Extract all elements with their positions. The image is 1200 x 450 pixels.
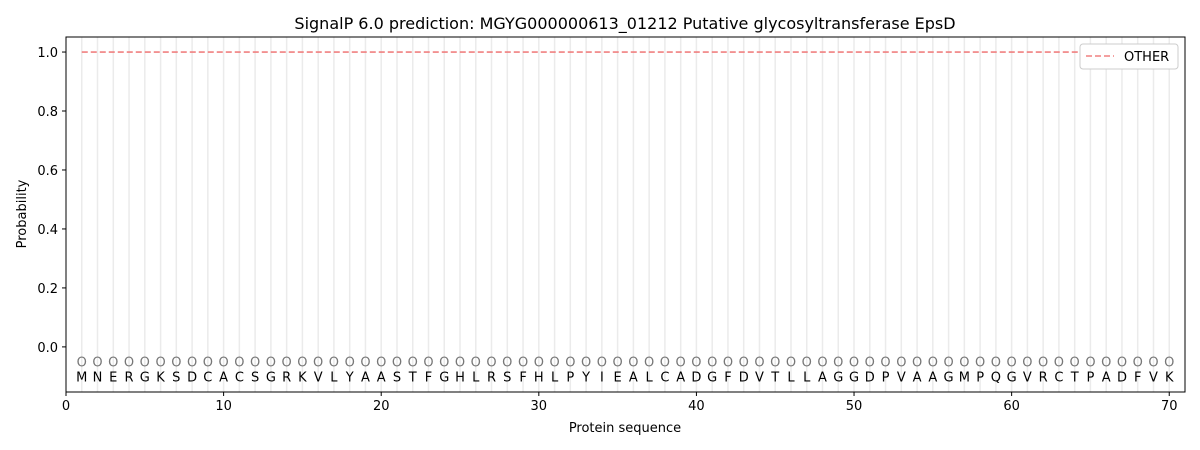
region-label: O: [1070, 356, 1080, 371]
region-label: O: [408, 356, 418, 371]
region-label: O: [1101, 356, 1111, 371]
region-label: O: [975, 356, 985, 371]
legend-label-other: OTHER: [1124, 50, 1169, 65]
region-label: O: [565, 356, 575, 371]
y-axis-label: Probability: [15, 179, 30, 248]
y-tick-label: 1.0: [37, 46, 58, 61]
region-label: O: [77, 356, 87, 371]
legend: OTHER: [1079, 43, 1179, 70]
region-label: O: [1133, 356, 1143, 371]
region-label: O: [613, 356, 623, 371]
region-label: O: [707, 356, 717, 371]
region-label: O: [376, 356, 386, 371]
region-label: O: [786, 356, 796, 371]
x-tick-label: 30: [531, 399, 548, 414]
region-label: O: [502, 356, 512, 371]
region-label: O: [833, 356, 843, 371]
x-tick-label: 70: [1161, 399, 1178, 414]
region-label: O: [1054, 356, 1064, 371]
region-label: O: [266, 356, 276, 371]
region-label: O: [991, 356, 1001, 371]
x-tick-label: 40: [688, 399, 705, 414]
region-label: O: [865, 356, 875, 371]
y-tick-label: 0.0: [37, 341, 58, 356]
region-label: O: [171, 356, 181, 371]
region-label: O: [660, 356, 670, 371]
region-label: O: [802, 356, 812, 371]
region-label: O: [155, 356, 165, 371]
plot-area: [65, 36, 1186, 393]
region-label: O: [849, 356, 859, 371]
region-label: O: [628, 356, 638, 371]
region-label: O: [770, 356, 780, 371]
region-label: O: [439, 356, 449, 371]
x-tick-label: 20: [373, 399, 390, 414]
region-label: O: [187, 356, 197, 371]
region-label: O: [345, 356, 355, 371]
region-label: O: [108, 356, 118, 371]
region-label: O: [455, 356, 465, 371]
y-tick-label: 0.6: [37, 164, 58, 179]
region-label: O: [203, 356, 213, 371]
region-label: O: [392, 356, 402, 371]
region-label: O: [597, 356, 607, 371]
x-tick-label: 50: [846, 399, 863, 414]
region-label: O: [1007, 356, 1017, 371]
region-label: O: [534, 356, 544, 371]
region-label: O: [234, 356, 244, 371]
region-label: O: [1022, 356, 1032, 371]
region-label: O: [896, 356, 906, 371]
region-label: O: [250, 356, 260, 371]
region-label: O: [360, 356, 370, 371]
region-label: O: [1164, 356, 1174, 371]
region-label: O: [676, 356, 686, 371]
region-label: O: [581, 356, 591, 371]
region-label: O: [549, 356, 559, 371]
region-label: O: [928, 356, 938, 371]
region-label: O: [943, 356, 953, 371]
region-label: O: [959, 356, 969, 371]
region-label: O: [140, 356, 150, 371]
region-label: O: [817, 356, 827, 371]
region-label: O: [1148, 356, 1158, 371]
region-label: O: [486, 356, 496, 371]
region-label: O: [313, 356, 323, 371]
region-label: O: [423, 356, 433, 371]
residue-sequence: MNERGKSDCACSGRKVLYAASTFGHLRSFHLPYIEALCAD…: [76, 370, 1174, 385]
x-axis-label: Protein sequence: [569, 421, 681, 436]
x-tick-label: 0: [62, 399, 70, 414]
region-label: O: [912, 356, 922, 371]
region-label: O: [282, 356, 292, 371]
region-label: O: [297, 356, 307, 371]
x-tick-label: 60: [1003, 399, 1020, 414]
region-label: O: [1038, 356, 1048, 371]
y-tick-label: 0.4: [37, 223, 58, 238]
chart-title: SignalP 6.0 prediction: MGYG000000613_01…: [294, 14, 955, 34]
region-label: O: [329, 356, 339, 371]
region-label: O: [92, 356, 102, 371]
region-label: O: [518, 356, 528, 371]
region-label: O: [754, 356, 764, 371]
x-tick-label: 10: [215, 399, 232, 414]
region-label: O: [880, 356, 890, 371]
y-tick-label: 0.2: [37, 282, 58, 297]
region-label: O: [1085, 356, 1095, 371]
region-label: O: [723, 356, 733, 371]
region-label: O: [1117, 356, 1127, 371]
region-label: O: [739, 356, 749, 371]
region-label: O: [218, 356, 228, 371]
region-label: O: [124, 356, 134, 371]
region-label: O: [691, 356, 701, 371]
region-label: O: [644, 356, 654, 371]
y-tick-label: 0.8: [37, 105, 58, 120]
region-label: O: [471, 356, 481, 371]
